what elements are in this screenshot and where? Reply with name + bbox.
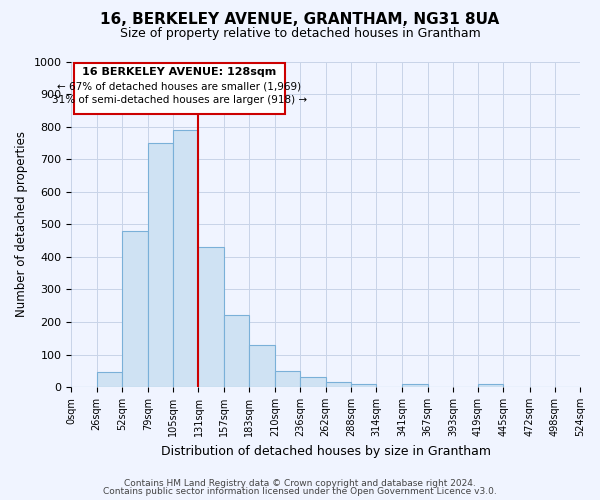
Bar bbox=[301, 378, 326, 387]
Text: 31% of semi-detached houses are larger (918) →: 31% of semi-detached houses are larger (… bbox=[52, 95, 307, 105]
Bar bbox=[275, 371, 301, 387]
Y-axis label: Number of detached properties: Number of detached properties bbox=[15, 132, 28, 318]
Text: Contains HM Land Registry data © Crown copyright and database right 2024.: Contains HM Land Registry data © Crown c… bbox=[124, 478, 476, 488]
Bar bbox=[224, 316, 249, 387]
Text: 16 BERKELEY AVENUE: 128sqm: 16 BERKELEY AVENUE: 128sqm bbox=[82, 67, 277, 77]
FancyBboxPatch shape bbox=[74, 63, 285, 114]
Text: Contains public sector information licensed under the Open Government Licence v3: Contains public sector information licen… bbox=[103, 487, 497, 496]
Bar bbox=[478, 384, 503, 387]
Bar bbox=[199, 247, 224, 387]
Bar bbox=[148, 143, 173, 387]
Bar bbox=[249, 344, 275, 387]
Bar bbox=[122, 231, 148, 387]
Bar bbox=[97, 372, 122, 387]
Bar bbox=[173, 130, 199, 387]
Bar bbox=[403, 384, 428, 387]
Text: ← 67% of detached houses are smaller (1,969): ← 67% of detached houses are smaller (1,… bbox=[58, 82, 302, 92]
Text: 16, BERKELEY AVENUE, GRANTHAM, NG31 8UA: 16, BERKELEY AVENUE, GRANTHAM, NG31 8UA bbox=[100, 12, 500, 28]
Bar bbox=[351, 384, 376, 387]
Text: Size of property relative to detached houses in Grantham: Size of property relative to detached ho… bbox=[119, 28, 481, 40]
X-axis label: Distribution of detached houses by size in Grantham: Distribution of detached houses by size … bbox=[161, 444, 491, 458]
Bar bbox=[326, 382, 351, 387]
